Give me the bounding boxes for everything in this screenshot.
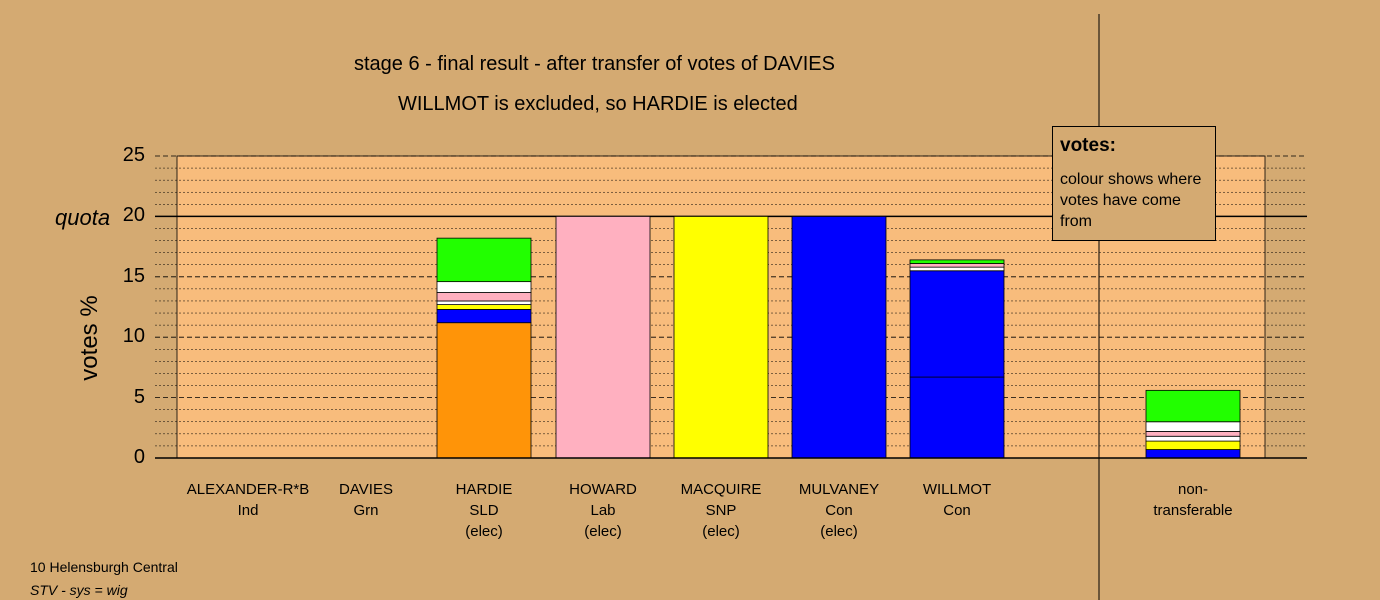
candidate-status <box>892 521 1022 542</box>
candidate-party: SLD <box>469 502 499 519</box>
legend-title: votes: <box>1060 135 1116 156</box>
bar-segment-2-4 <box>436 292 532 302</box>
bar-segment-7-1 <box>1145 440 1241 450</box>
bar-segment-2-0 <box>436 322 532 459</box>
candidate-party: Grn <box>353 502 379 519</box>
candidate-name: WILLMOT <box>922 481 992 498</box>
bar-segment-6-1 <box>909 270 1005 378</box>
legend-text: colour shows where votes have come from <box>1060 171 1202 230</box>
candidate-party: Lab <box>590 502 616 519</box>
bar-segment-7-5 <box>1145 389 1241 423</box>
quota-label: quota <box>55 205 111 230</box>
bar-segment-7-2 <box>1145 435 1241 442</box>
bar-segment-7-3 <box>1145 431 1241 437</box>
candidate-name: HARDIE <box>455 481 513 498</box>
candidate-name: non- <box>1177 481 1209 498</box>
chart-title: stage 6 - final result - after transfer … <box>354 53 835 75</box>
bar-segment-6-3 <box>909 263 1005 268</box>
candidate-name: ALEXANDER-R*B <box>186 481 310 498</box>
bar-segment-7-4 <box>1145 421 1241 432</box>
candidate-label: HOWARD Lab (elec) <box>538 479 668 542</box>
candidate-label: MACQUIRE SNP (elec) <box>656 479 786 542</box>
legend-box: votes: colour shows where votes have com… <box>1052 126 1216 241</box>
candidate-label: DAVIES Grn <box>301 479 431 542</box>
y-tick-label: 20 <box>122 204 145 227</box>
candidate-label: WILLMOT Con <box>892 479 1022 542</box>
candidate-name: DAVIES <box>339 481 393 498</box>
bar-segment-2-3 <box>436 300 532 305</box>
candidate-name: HOWARD <box>569 481 637 498</box>
candidate-party: SNP <box>705 502 737 519</box>
y-tick-label: 10 <box>122 325 145 348</box>
candidate-party: Con <box>825 502 853 519</box>
candidate-status: (elec) <box>465 523 503 540</box>
candidate-party: Con <box>943 502 971 519</box>
candidate-status <box>183 521 313 542</box>
bar-segment-2-5 <box>436 281 532 293</box>
candidate-label: HARDIE SLD (elec) <box>419 479 549 542</box>
candidate-party: Ind <box>237 502 259 519</box>
ward-name: 10 Helensburgh Central <box>30 559 178 575</box>
system-label: STV - sys = wig <box>30 582 128 598</box>
bar-segment-6-2 <box>909 266 1005 272</box>
candidate-label: non-transferable <box>1128 479 1258 542</box>
y-tick-label: 25 <box>122 144 145 166</box>
candidate-label: MULVANEY Con (elec) <box>774 479 904 542</box>
bar-segment-3-0 <box>555 215 651 459</box>
candidate-party: transferable <box>1153 502 1233 519</box>
y-tick-label: 5 <box>133 385 145 408</box>
y-tick-label: 0 <box>133 446 145 468</box>
bar-segment-6-4 <box>909 259 1005 264</box>
bar-segment-6-0 <box>909 376 1005 459</box>
candidate-status <box>301 521 431 542</box>
candidate-name: MACQUIRE <box>680 481 762 498</box>
candidate-status <box>1128 521 1258 542</box>
candidate-status: (elec) <box>584 523 622 540</box>
bar-segment-5-0 <box>791 215 887 459</box>
y-axis-label: votes % <box>76 295 103 381</box>
bar-segment-2-2 <box>436 304 532 310</box>
bar-segment-2-6 <box>436 237 532 283</box>
candidate-status: (elec) <box>820 523 858 540</box>
bar-segment-7-0 <box>1145 449 1241 459</box>
candidate-name: MULVANEY <box>798 481 880 498</box>
y-tick-label: 15 <box>122 264 145 287</box>
chart-subtitle: WILLMOT is excluded, so HARDIE is electe… <box>398 93 798 115</box>
candidate-label: ALEXANDER-R*B Ind <box>183 479 313 542</box>
candidate-status: (elec) <box>702 523 740 540</box>
bar-segment-2-1 <box>436 309 532 324</box>
bar-segment-4-0 <box>673 215 769 459</box>
